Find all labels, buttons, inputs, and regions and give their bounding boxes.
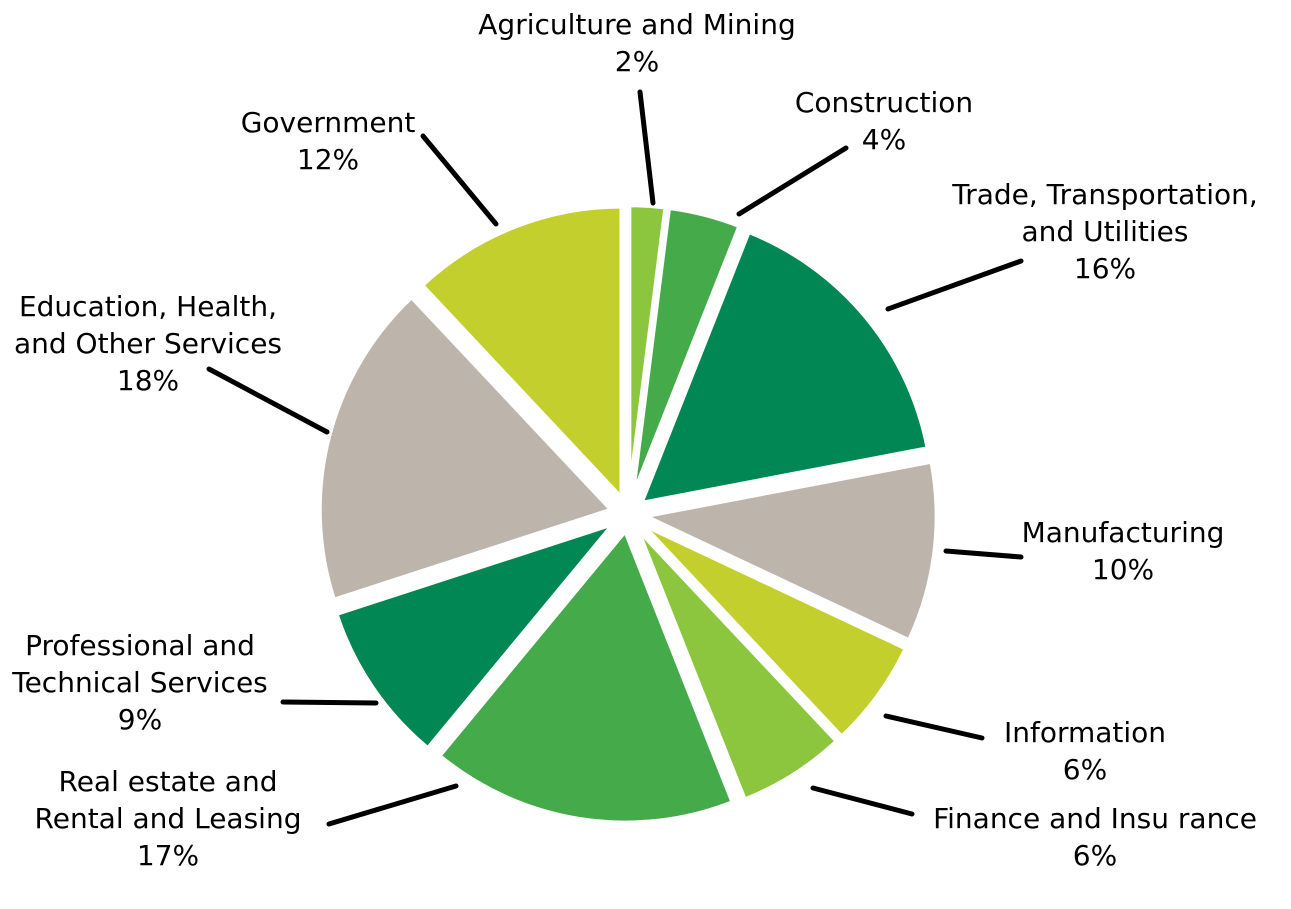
leader-line-real-estate-and-rental-and-leasing bbox=[326, 783, 459, 827]
slice-percent-text: 10% bbox=[1091, 553, 1155, 586]
leader-line-finance-and-insurance bbox=[810, 785, 915, 817]
slice-real-estate-and-rental-and-leasing bbox=[436, 528, 736, 826]
slice-label-text: Technical Services bbox=[12, 666, 268, 699]
slice-government bbox=[419, 203, 624, 501]
slice-label-text: and Utilities bbox=[1021, 215, 1189, 248]
leader-line-trade-transportation-and-utilities bbox=[885, 258, 1024, 312]
slice-percent-text: 18% bbox=[116, 364, 180, 397]
slice-label-text: Government bbox=[240, 106, 416, 139]
slice-finance-and-insurance bbox=[634, 526, 840, 803]
slice-percent-text: 6% bbox=[1062, 753, 1108, 786]
label-professional-and-technical-services: Professional and Technical Services 9% bbox=[12, 627, 268, 738]
slice-percent-text: 16% bbox=[1073, 252, 1137, 285]
slice-label-text: Agriculture and Mining bbox=[478, 8, 796, 41]
label-finance-and-insurance: Finance and Insu rance 6% bbox=[933, 800, 1257, 874]
slice-label-text: Education, Health, bbox=[18, 290, 278, 323]
slice-label-text: Finance and Insu rance bbox=[933, 802, 1257, 835]
slice-information bbox=[639, 521, 909, 740]
leader-line-government bbox=[420, 133, 499, 227]
label-information: Information 6% bbox=[1004, 714, 1166, 788]
slice-label-text: Real estate and bbox=[58, 765, 278, 798]
slice-label-text: Construction bbox=[794, 86, 974, 119]
leader-line-education-health-and-other-services bbox=[206, 366, 330, 435]
slice-label-text: Information bbox=[1003, 716, 1167, 749]
leader-line-manufacturing bbox=[943, 548, 1024, 560]
slice-label-text: Professional and bbox=[25, 629, 255, 662]
label-trade-transportation-and-utilities: Trade, Transportation, and Utilities 16% bbox=[952, 176, 1258, 287]
label-real-estate-and-rental-and-leasing: Real estate and Rental and Leasing 17% bbox=[35, 763, 302, 874]
slice-label-text: Trade, Transportation, bbox=[952, 178, 1258, 211]
leader-line-construction bbox=[736, 145, 849, 217]
slice-construction bbox=[629, 205, 742, 500]
slice-percent-text: 4% bbox=[861, 123, 907, 156]
slice-percent-text: 6% bbox=[1072, 839, 1118, 872]
slice-agriculture-and-mining bbox=[626, 202, 668, 500]
slice-percent-text: 9% bbox=[117, 703, 163, 736]
slice-professional-and-technical-services bbox=[333, 521, 617, 751]
slice-trade-transportation-and-utilities bbox=[638, 229, 931, 506]
label-education-health-and-other-services: Education, Health, and Other Services 18… bbox=[14, 288, 282, 399]
label-manufacturing: Manufacturing 10% bbox=[1022, 514, 1225, 588]
label-agriculture-and-mining: Agriculture and Mining 2% bbox=[478, 6, 795, 80]
slice-percent-text: 2% bbox=[614, 45, 660, 78]
slice-label-text: Manufacturing bbox=[1021, 516, 1225, 549]
slice-label-text: and Other Services bbox=[13, 327, 283, 360]
label-government: Government 12% bbox=[241, 104, 416, 178]
slice-label-text: Rental and Leasing bbox=[34, 802, 302, 835]
slice-manufacturing bbox=[642, 459, 940, 643]
slice-percent-text: 12% bbox=[296, 143, 360, 176]
leader-line-agriculture-and-mining bbox=[637, 89, 656, 206]
label-construction: Construction 4% bbox=[795, 84, 973, 158]
slice-percent-text: 17% bbox=[136, 839, 200, 872]
slice-education-health-and-other-services bbox=[317, 294, 614, 603]
leader-line-information bbox=[883, 713, 985, 741]
leader-line-professional-and-technical-services bbox=[280, 699, 379, 706]
